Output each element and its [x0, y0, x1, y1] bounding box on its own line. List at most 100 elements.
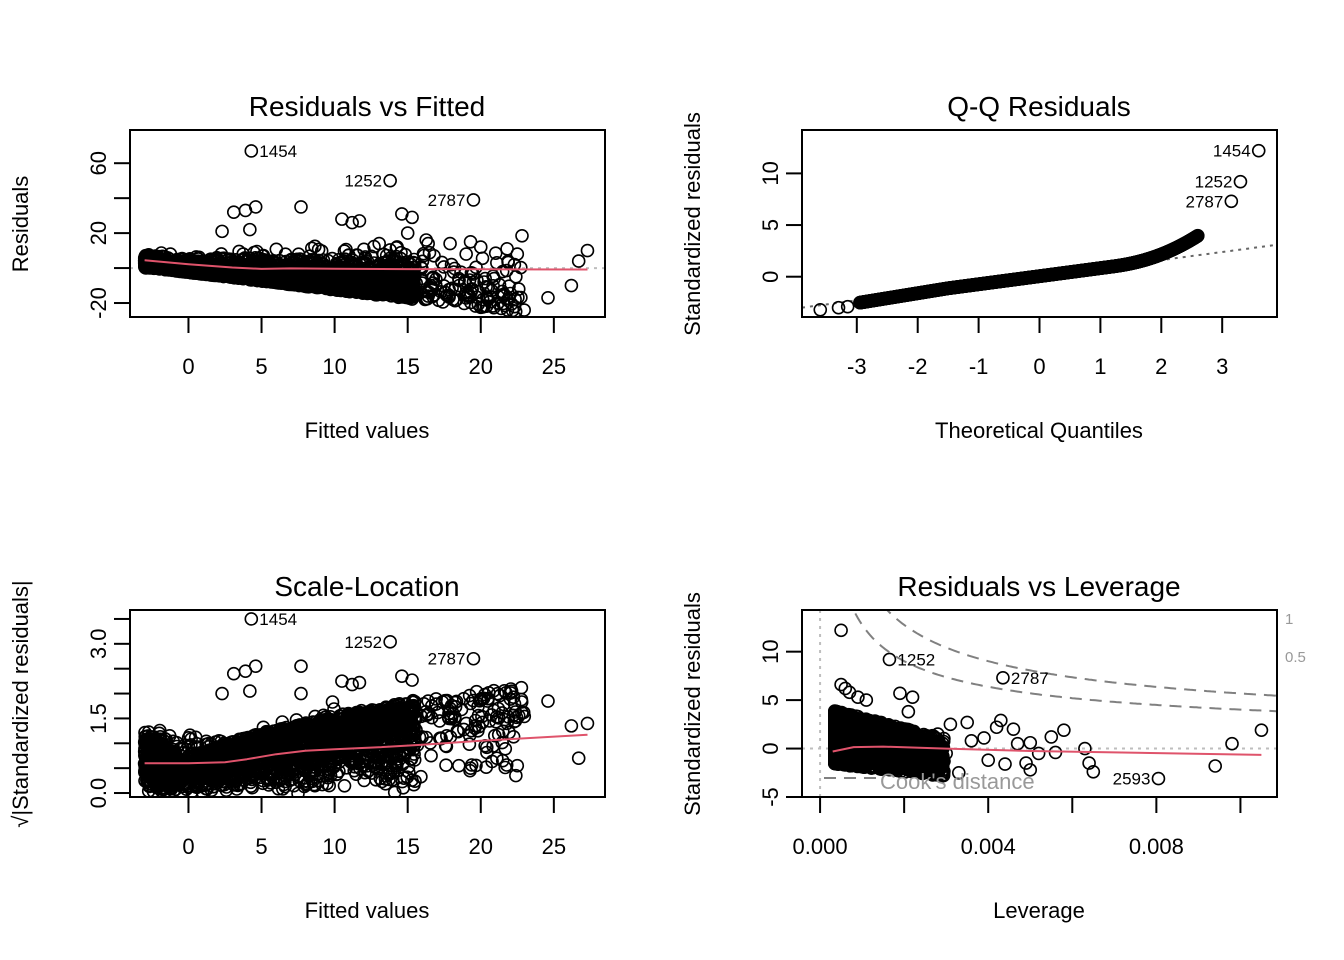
y-axis-label: Standardized residuals	[680, 112, 705, 336]
data-point	[347, 265, 361, 279]
data-point	[475, 292, 490, 307]
point-cloud	[853, 228, 1205, 310]
data-point	[421, 289, 435, 303]
panel-title: Scale-Location	[274, 571, 459, 602]
data-point	[229, 269, 243, 284]
data-point	[421, 236, 435, 251]
data-point	[394, 286, 408, 301]
point-label: 2787	[1185, 192, 1223, 211]
data-point	[381, 274, 395, 289]
point-label: 1252	[1195, 173, 1233, 192]
y-axis-label: √|Standardized residuals|	[8, 580, 33, 827]
data-point	[481, 280, 495, 295]
panel-title: Q-Q Residuals	[947, 91, 1131, 122]
data-point	[369, 282, 384, 297]
data-point	[1233, 174, 1248, 189]
data-point	[372, 257, 387, 272]
data-point	[421, 285, 435, 299]
data-point	[443, 236, 457, 251]
y-axis-label: Residuals	[8, 176, 33, 273]
data-point	[515, 229, 529, 243]
data-point	[379, 248, 394, 263]
data-point	[478, 271, 492, 286]
data-point	[571, 254, 586, 268]
data-point	[210, 268, 225, 283]
data-point	[459, 247, 473, 261]
data-point	[156, 258, 170, 272]
data-point	[400, 226, 415, 240]
point-cloud	[137, 229, 532, 317]
x-axis-label: Fitted values	[305, 898, 430, 923]
data-point	[511, 282, 526, 296]
data-point	[831, 300, 846, 315]
x-tick-label: 1	[1094, 354, 1106, 379]
data-point	[469, 260, 483, 275]
data-point	[305, 259, 320, 274]
data-point	[357, 242, 371, 257]
point-label: 2787	[428, 191, 466, 210]
data-point	[284, 252, 299, 267]
data-point	[172, 263, 187, 278]
data-point	[462, 737, 477, 752]
data-point	[385, 283, 399, 297]
data-point	[342, 276, 356, 291]
data-point	[244, 144, 259, 158]
point-label: 1454	[1213, 142, 1251, 161]
data-point	[840, 299, 855, 314]
data-point	[290, 270, 305, 285]
data-point	[508, 705, 523, 719]
data-point	[429, 692, 443, 706]
data-point	[466, 193, 481, 207]
data-point	[473, 240, 488, 254]
data-point	[402, 266, 417, 281]
x-tick-label: 2	[1155, 354, 1167, 379]
data-point	[427, 249, 441, 263]
x-axis-label: Fitted values	[305, 418, 430, 443]
panel-title: Residuals vs Fitted	[249, 91, 486, 122]
y-tick-label: 20	[86, 221, 111, 245]
y-tick-label: 5	[758, 219, 783, 231]
data-point	[564, 278, 579, 293]
x-axis: 0 5 10 15 20 25	[182, 317, 566, 379]
data-point	[1191, 228, 1205, 243]
point-label: 1454	[259, 142, 297, 161]
data-point	[345, 274, 359, 288]
smoother-line	[144, 259, 588, 271]
data-point	[507, 257, 522, 272]
x-tick-label: 10	[322, 354, 346, 379]
data-point	[508, 304, 523, 317]
x-tick-label: 0	[182, 354, 194, 379]
x-tick-label: 0	[1033, 354, 1045, 379]
data-point	[580, 243, 595, 258]
outlier-points	[813, 143, 1266, 317]
data-point	[449, 293, 464, 307]
panel-scale-location: Scale-Location Fitted values √|Standardi…	[8, 571, 606, 923]
data-point	[461, 288, 475, 303]
point-cloud	[137, 680, 532, 797]
data-point	[210, 250, 224, 265]
data-point	[288, 277, 302, 292]
data-point	[498, 298, 512, 313]
x-tick-label: -2	[908, 354, 928, 379]
data-point	[501, 291, 516, 306]
data-point	[289, 264, 303, 279]
data-point	[407, 285, 421, 300]
data-point	[466, 267, 480, 281]
x-axis-label: Theoretical Quantiles	[935, 418, 1143, 443]
y-tick-label: 0	[758, 271, 783, 283]
data-point	[383, 173, 397, 188]
x-tick-label: 25	[542, 354, 566, 379]
data-point	[488, 246, 503, 260]
data-point	[438, 285, 453, 300]
data-point	[239, 259, 254, 274]
data-point	[243, 222, 257, 237]
data-point	[389, 265, 403, 279]
panel-qq-residuals: Q-Q Residuals Theoretical Quantiles Stan…	[680, 91, 1278, 443]
data-point	[247, 245, 261, 260]
data-point	[248, 200, 263, 214]
data-point	[407, 281, 422, 296]
data-point	[452, 271, 466, 286]
x-tick-label: 3	[1216, 354, 1228, 379]
data-point	[319, 272, 334, 287]
